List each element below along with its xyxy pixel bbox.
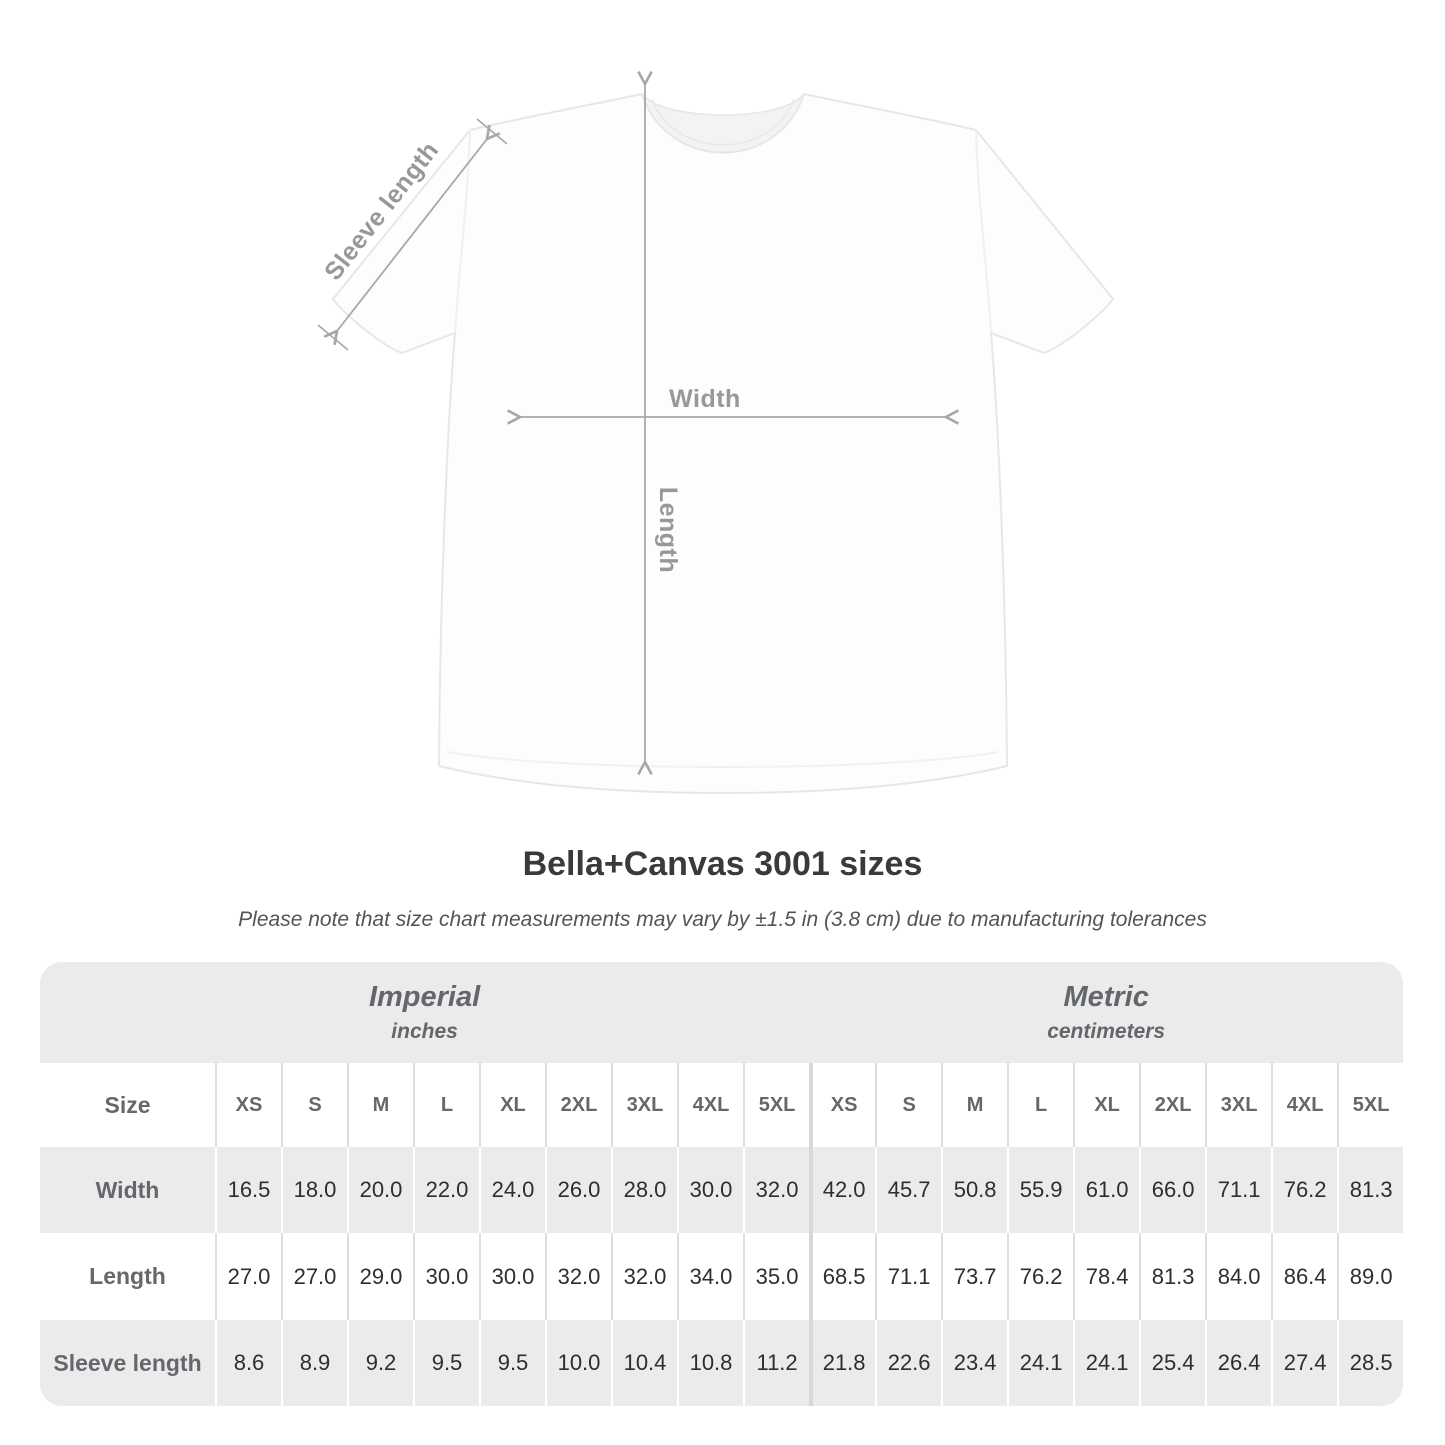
value-cell: 9.5 [413,1320,479,1406]
sleeve-length-row: Sleeve length 8.6 8.9 9.2 9.5 9.5 10.0 1… [40,1320,1404,1406]
value-cell: 24.1 [1007,1320,1074,1406]
imperial-group-subtitle: inches [391,1020,458,1044]
size-header-cell: 3XL [1205,1063,1272,1147]
value-cell: 71.1 [1205,1147,1272,1233]
value-cell: 20.0 [347,1147,413,1233]
value-cell: 35.0 [743,1233,810,1320]
metric-group-header: Metric centimeters [809,962,1404,1063]
value-cell: 28.0 [611,1147,677,1233]
value-cell: 10.8 [677,1320,743,1406]
value-cell: 22.0 [413,1147,479,1233]
size-header-cell: 5XL [743,1063,810,1147]
length-label: Length [654,487,682,573]
collar [641,93,805,154]
metric-group-subtitle: centimeters [1047,1020,1166,1044]
width-row: Width 16.5 18.0 20.0 22.0 24.0 26.0 28.0… [40,1147,1404,1233]
value-cell: 73.7 [941,1233,1008,1320]
sleeve-length-arrow [317,118,508,351]
size-chart-table: Imperial inches Metric centimeters Size … [40,962,1404,1406]
size-header-cell: XL [1073,1063,1140,1147]
value-cell: 86.4 [1271,1233,1338,1320]
value-cell: 25.4 [1139,1320,1206,1406]
size-header-cell: L [413,1063,479,1147]
value-cell: 71.1 [875,1233,942,1320]
tolerance-note: Please note that size chart measurements… [238,908,1207,931]
size-header-cell: 3XL [611,1063,677,1147]
value-cell: 45.7 [875,1147,942,1233]
value-cell: 26.0 [545,1147,611,1233]
value-cell: 32.0 [743,1147,810,1233]
value-cell: 10.4 [611,1320,677,1406]
size-column-title: Size [40,1063,215,1147]
unit-group-row: Imperial inches Metric centimeters [40,962,1404,1063]
imperial-group-header: Imperial inches [40,962,810,1063]
size-header-cell: XS [809,1063,876,1147]
tshirt-measure-diagram: Sleeve length Length Width [317,71,1114,794]
value-cell: 26.4 [1205,1320,1272,1406]
value-cell: 68.5 [809,1233,876,1320]
size-header-cell: L [1007,1063,1074,1147]
row-label-length: Length [40,1233,215,1320]
value-cell: 23.4 [941,1320,1008,1406]
value-cell: 28.5 [1337,1320,1404,1406]
value-cell: 34.0 [677,1233,743,1320]
value-cell: 9.5 [479,1320,545,1406]
width-label: Width [669,385,741,413]
size-header-cell: 4XL [677,1063,743,1147]
value-cell: 30.0 [677,1147,743,1233]
value-cell: 29.0 [347,1233,413,1320]
value-cell: 27.0 [281,1233,347,1320]
size-header-cell: 5XL [1337,1063,1404,1147]
size-header-cell: S [281,1063,347,1147]
value-cell: 42.0 [809,1147,876,1233]
value-cell: 9.2 [347,1320,413,1406]
value-cell: 30.0 [479,1233,545,1320]
value-cell: 27.4 [1271,1320,1338,1406]
page-title: Bella+Canvas 3001 sizes [522,845,923,883]
row-label-width: Width [40,1147,215,1233]
size-header-cell: M [347,1063,413,1147]
value-cell: 89.0 [1337,1233,1404,1320]
value-cell: 22.6 [875,1320,942,1406]
size-header-cell: 4XL [1271,1063,1338,1147]
value-cell: 61.0 [1073,1147,1140,1233]
size-header-cell: 2XL [1139,1063,1206,1147]
value-cell: 10.0 [545,1320,611,1406]
value-cell: 66.0 [1139,1147,1206,1233]
value-cell: 32.0 [611,1233,677,1320]
size-header-cell: M [941,1063,1008,1147]
imperial-group-title: Imperial [368,980,481,1013]
value-cell: 84.0 [1205,1233,1272,1320]
size-header-row: Size XS S M L XL 2XL 3XL 4XL 5XL XS S M … [40,1063,1404,1147]
value-cell: 55.9 [1007,1147,1074,1233]
size-header-cell: XS [215,1063,281,1147]
value-cell: 21.8 [809,1320,876,1406]
value-cell: 81.3 [1139,1233,1206,1320]
value-cell: 76.2 [1271,1147,1338,1233]
size-header-cell: 2XL [545,1063,611,1147]
size-header-cell: S [875,1063,942,1147]
value-cell: 16.5 [215,1147,281,1233]
value-cell: 30.0 [413,1233,479,1320]
length-row: Length 27.0 27.0 29.0 30.0 30.0 32.0 32.… [40,1233,1404,1320]
value-cell: 11.2 [743,1320,810,1406]
value-cell: 8.6 [215,1320,281,1406]
value-cell: 78.4 [1073,1233,1140,1320]
tshirt-image [332,93,1114,794]
row-label-sleeve-length: Sleeve length [40,1320,215,1406]
size-header-cell: XL [479,1063,545,1147]
value-cell: 50.8 [941,1147,1008,1233]
value-cell: 81.3 [1337,1147,1404,1233]
value-cell: 18.0 [281,1147,347,1233]
value-cell: 8.9 [281,1320,347,1406]
metric-group-title: Metric [1063,980,1149,1013]
value-cell: 24.1 [1073,1320,1140,1406]
value-cell: 27.0 [215,1233,281,1320]
value-cell: 24.0 [479,1147,545,1233]
value-cell: 32.0 [545,1233,611,1320]
value-cell: 76.2 [1007,1233,1074,1320]
